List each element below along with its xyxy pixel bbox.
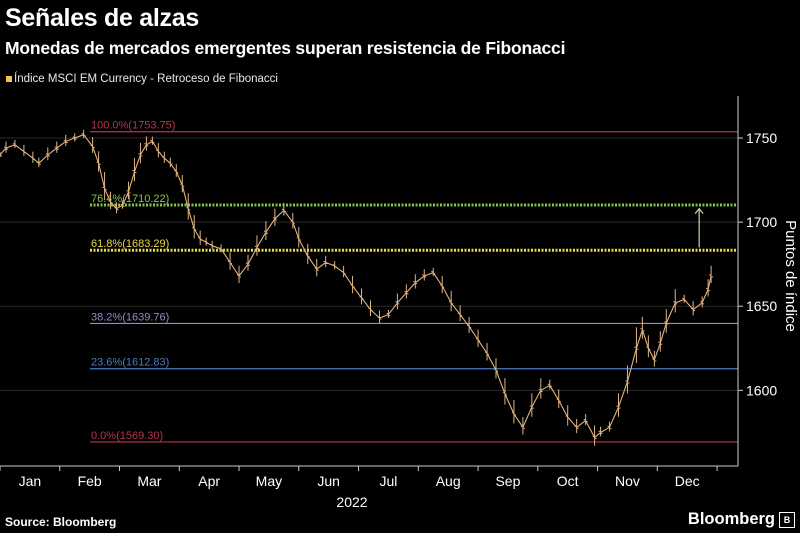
y-tick-label: 1700: [746, 214, 777, 230]
x-tick-label: Sep: [495, 473, 520, 489]
x-tick-label: Jun: [317, 473, 340, 489]
x-tick-label: Oct: [557, 473, 579, 489]
legend-swatch: [6, 76, 12, 82]
fib-level-label: 0.0%(1569.30): [91, 430, 163, 442]
y-tick-label: 1600: [746, 382, 777, 398]
x-tick-label: Nov: [615, 473, 640, 489]
fib-level-label: 38.2%(1639.76): [91, 311, 169, 323]
fib-level-label: 61.8%(1683.29): [91, 238, 169, 250]
chart-subtitle: Monedas de mercados emergentes superan r…: [5, 38, 566, 58]
fib-level-label: 76.4%(1710.22): [91, 193, 169, 205]
legend: Índice MSCI EM Currency - Retroceso de F…: [6, 73, 278, 85]
fib-level-label: 23.6%(1612.83): [91, 357, 169, 369]
bloomberg-box-icon: B: [779, 511, 795, 528]
x-tick-label: Feb: [78, 473, 102, 489]
x-tick-label: Dec: [675, 473, 700, 489]
brand-text: Bloomberg: [687, 510, 775, 528]
x-tick-label: Aug: [436, 473, 461, 489]
x-axis-title: 2022: [336, 494, 367, 510]
x-tick-label: May: [256, 473, 282, 489]
source-label: Source: Bloomberg: [5, 515, 117, 529]
chart-title: Señales de alzas: [5, 4, 199, 32]
x-tick-label: Mar: [137, 473, 161, 489]
y-tick-label: 1750: [746, 130, 777, 146]
brand-logo: Bloomberg B: [688, 510, 795, 529]
y-tick-label: 1650: [746, 298, 777, 314]
fib-level-label: 100.0%(1753.75): [91, 120, 175, 132]
y-axis-title: Puntos de índice: [782, 220, 799, 332]
x-tick-label: Jan: [19, 473, 42, 489]
x-tick-label: Apr: [198, 473, 220, 489]
legend-label: Índice MSCI EM Currency - Retroceso de F…: [14, 73, 278, 85]
series-line: [0, 134, 712, 438]
x-tick-label: Jul: [379, 473, 397, 489]
arrow-head: [694, 207, 704, 215]
